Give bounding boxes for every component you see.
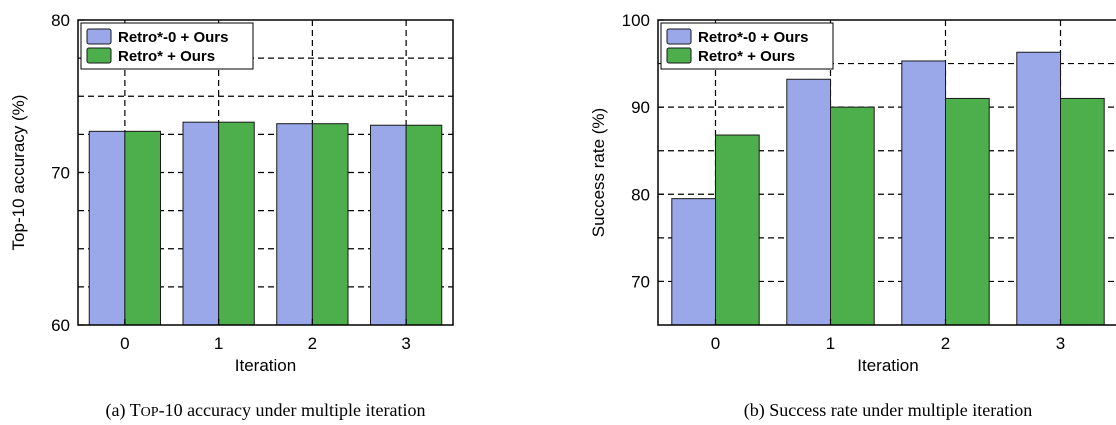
chart-a-y-axis-label: Top-10 accuracy (%) bbox=[9, 95, 28, 251]
chart-b-plot-frame bbox=[657, 19, 1116, 326]
chart-a-caption-small: OP bbox=[141, 405, 159, 420]
chart-b: 70 80 90 100 0 1 2 3 Retro*-0 + Ours Retro* + Ou… bbox=[589, 11, 1116, 421]
a-legend-swatch bbox=[86, 28, 112, 45]
a-bar-s0-1 bbox=[182, 121, 220, 326]
b-x-tick-label: 0 bbox=[711, 334, 720, 353]
a-legend-label: Retro* + Ours bbox=[118, 48, 215, 65]
b-legend-label: Retro* + Ours bbox=[698, 48, 795, 65]
a-x-tick-label: 3 bbox=[401, 334, 410, 353]
chart-b-x-axis-label: Iteration bbox=[857, 356, 918, 375]
a-bar-s1-1 bbox=[218, 121, 255, 326]
a-y-tick-label: 80 bbox=[51, 11, 70, 30]
b-bar-s1-2 bbox=[945, 97, 990, 326]
chart-a-legend: Retro*-0 + Ours Retro* + Ours bbox=[80, 22, 254, 70]
a-legend-swatch bbox=[86, 47, 112, 64]
a-x-tick-label: 0 bbox=[120, 334, 129, 353]
b-bar-s0-2 bbox=[901, 60, 946, 326]
b-bar-s0-0 bbox=[671, 198, 716, 326]
b-legend-label: Retro*-0 + Ours bbox=[698, 29, 808, 46]
b-bar-s1-3 bbox=[1060, 97, 1105, 326]
a-x-tick-label: 1 bbox=[214, 334, 223, 353]
chart-b-ticks: 70 80 90 100 0 1 2 3 bbox=[622, 11, 1066, 353]
a-bar-s0-3 bbox=[370, 124, 407, 326]
a-x-tick-label: 2 bbox=[308, 334, 317, 353]
a-legend-label: Retro*-0 + Ours bbox=[118, 29, 228, 46]
chart-a-ticks: 60 70 80 0 1 2 3 bbox=[51, 11, 411, 353]
b-legend-swatch bbox=[666, 28, 692, 45]
chart-a-caption-suffix: -10 accuracy under multiple iteration bbox=[159, 400, 426, 420]
chart-b-y-axis-label: Success rate (%) bbox=[589, 108, 608, 237]
chart-b-bars bbox=[671, 51, 1105, 326]
chart-a-x-axis-label: Iteration bbox=[235, 356, 296, 375]
a-y-tick-label: 60 bbox=[51, 316, 70, 335]
a-bar-s0-0 bbox=[88, 130, 126, 326]
chart-a-caption: (a) TOP-10 accuracy under multiple itera… bbox=[106, 400, 426, 421]
b-y-tick-label: 80 bbox=[631, 185, 650, 204]
b-x-tick-label: 3 bbox=[1056, 334, 1065, 353]
b-bar-s0-3 bbox=[1016, 51, 1061, 326]
b-x-tick-label: 2 bbox=[941, 334, 950, 353]
a-bar-s1-3 bbox=[405, 124, 443, 326]
b-y-tick-label: 100 bbox=[622, 11, 650, 30]
chart-b-legend: Retro*-0 + Ours Retro* + Ours bbox=[660, 22, 834, 70]
b-bar-s1-0 bbox=[715, 134, 760, 326]
b-bar-s1-1 bbox=[830, 106, 875, 326]
b-y-tick-label: 70 bbox=[631, 272, 650, 291]
chart-a-bars bbox=[88, 121, 443, 326]
b-bar-s0-1 bbox=[786, 78, 831, 326]
chart-a-caption-prefix: (a) T bbox=[106, 400, 141, 421]
a-bar-s1-0 bbox=[124, 130, 161, 326]
a-bar-s1-2 bbox=[311, 123, 349, 326]
chart-b-caption: (b) Success rate under multiple iteratio… bbox=[744, 400, 1032, 421]
b-y-tick-label: 90 bbox=[631, 98, 650, 117]
b-legend-swatch bbox=[666, 47, 692, 64]
a-y-tick-label: 70 bbox=[51, 164, 70, 183]
a-bar-s0-2 bbox=[276, 123, 313, 326]
b-x-tick-label: 1 bbox=[826, 334, 835, 353]
